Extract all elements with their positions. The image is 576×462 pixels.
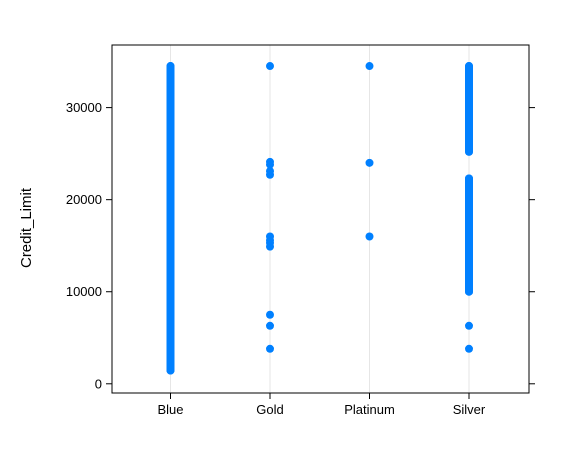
y-tick-label-0: 0 (95, 376, 102, 391)
point-platinum-1 (365, 158, 374, 167)
point-gold-8 (266, 167, 274, 176)
data-points (166, 62, 473, 375)
y-tick-label-30000: 30000 (66, 100, 102, 115)
point-gold-10 (266, 157, 274, 166)
point-gold-11 (266, 62, 274, 71)
point-silver-5 (465, 62, 473, 71)
x-tick-label-platinum: Platinum (344, 402, 395, 417)
point-gold-6 (266, 232, 274, 241)
y-axis-title: Credit_Limit (18, 187, 35, 268)
point-platinum-2 (365, 62, 374, 71)
x-tick-label-silver: Silver (453, 402, 486, 417)
point-silver-1 (465, 321, 473, 330)
point-silver-0 (465, 344, 473, 353)
point-silver-3 (465, 174, 473, 183)
point-silver-4 (465, 147, 473, 156)
point-gold-0 (266, 344, 274, 353)
point-blue-0 (166, 366, 175, 375)
x-tick-label-gold: Gold (256, 402, 283, 417)
gridlines (170, 45, 470, 393)
plot-panel (111, 44, 530, 394)
point-gold-2 (266, 310, 274, 319)
y-tick-label-10000: 10000 (66, 284, 102, 299)
axis-ticks (106, 107, 535, 399)
point-silver-2 (465, 287, 473, 296)
point-blue-1 (166, 62, 175, 71)
point-platinum-0 (365, 232, 374, 241)
point-gold-1 (266, 321, 274, 330)
y-tick-label-20000: 20000 (66, 192, 102, 207)
x-tick-label-blue: Blue (157, 402, 183, 417)
tick-labels: Blue Gold Platinum Silver 0 10000 20000 30000 (66, 100, 486, 417)
